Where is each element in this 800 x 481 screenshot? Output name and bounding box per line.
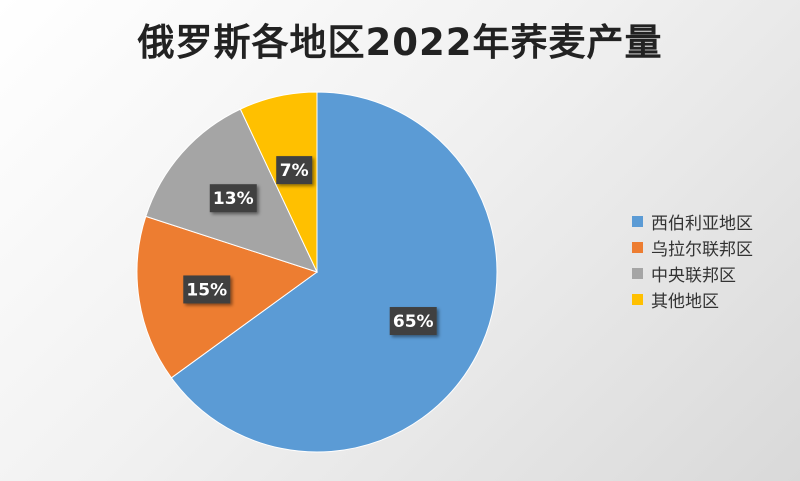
data-label-box — [389, 307, 437, 336]
slice-siberia[interactable] — [170, 91, 498, 453]
legend-swatch — [632, 215, 643, 227]
legend-item-siberia[interactable]: 西伯利亚地区 — [632, 208, 753, 234]
data-label-text: 15% — [186, 280, 227, 300]
legend-label: 其他地区 — [651, 291, 719, 312]
legend-item-central[interactable]: 中央联邦区 — [632, 260, 753, 286]
data-label-other: 7% — [276, 156, 313, 185]
data-label-box — [276, 156, 313, 185]
data-label-box — [183, 275, 231, 304]
data-label-ural: 15% — [183, 275, 231, 304]
legend-swatch — [632, 293, 643, 305]
pie-data-labels: 65% 15% 13% 7% — [183, 156, 437, 336]
data-label-siberia: 65% — [389, 307, 437, 336]
legend-swatch — [632, 241, 643, 253]
data-label-text: 13% — [213, 189, 254, 209]
legend-swatch — [632, 267, 643, 279]
pie-slices — [136, 91, 498, 453]
legend-item-ural[interactable]: 乌拉尔联邦区 — [632, 234, 753, 260]
legend-label: 乌拉尔联邦区 — [651, 239, 753, 260]
data-label-text: 65% — [393, 312, 434, 332]
data-label-box — [209, 184, 257, 213]
legend-label: 西伯利亚地区 — [651, 213, 753, 234]
data-label-text: 7% — [280, 161, 309, 181]
chart-title: 俄罗斯各地区2022年荞麦产量 — [137, 21, 663, 64]
data-label-central: 13% — [209, 184, 257, 213]
legend: 西伯利亚地区 乌拉尔联邦区 中央联邦区 其他地区 — [632, 208, 753, 312]
legend-label: 中央联邦区 — [651, 265, 736, 286]
legend-item-other[interactable]: 其他地区 — [632, 286, 753, 312]
